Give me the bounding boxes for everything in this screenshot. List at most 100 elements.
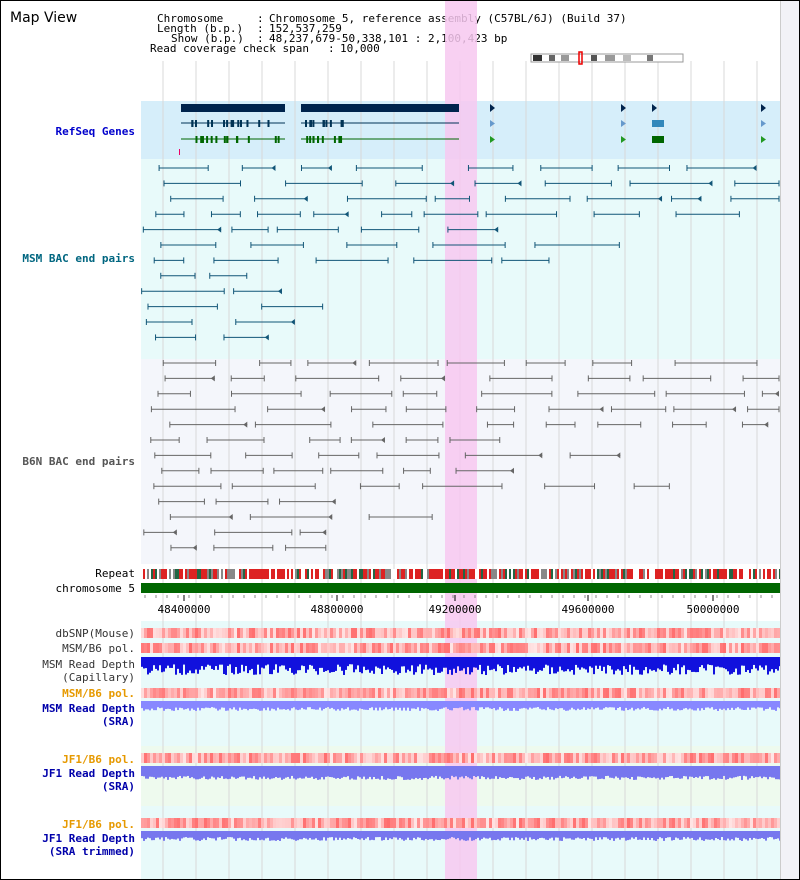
read-depth-bar [497, 701, 499, 710]
read-depth-bar [365, 701, 367, 710]
polymorphism-cell [447, 753, 450, 763]
read-depth-bar [171, 766, 173, 778]
polymorphism-cell [162, 688, 165, 698]
polymorphism-cell [438, 818, 441, 828]
track-label-b6n-bac[interactable]: B6N BAC end pairs [22, 455, 135, 468]
read-depth-bar [379, 831, 381, 838]
read-depth-bar [145, 701, 147, 710]
polymorphism-cell [723, 628, 726, 638]
polymorphism-cell [585, 688, 588, 698]
polymorphism-cell [621, 818, 624, 828]
polymorphism-cell [462, 688, 465, 698]
repeat-element [485, 569, 487, 579]
polymorphism-cell [396, 628, 399, 638]
read-depth-bar [717, 766, 719, 779]
read-depth-bar [669, 657, 671, 675]
polymorphism-cell [201, 628, 204, 638]
polymorphism-cell [255, 688, 258, 698]
read-depth-bar [199, 831, 201, 841]
polymorphism-cell [246, 753, 249, 763]
read-depth-bar [335, 831, 337, 838]
repeat-track [141, 569, 781, 593]
polymorphism-cell [315, 628, 318, 638]
ideogram-position-marker [578, 51, 583, 65]
polymorphism-cell [537, 688, 540, 698]
read-depth-bar [319, 657, 321, 668]
read-depth-bar [235, 831, 237, 841]
read-depth-bar [603, 831, 605, 838]
polymorphism-cell [186, 628, 189, 638]
polymorphism-cell [423, 688, 426, 698]
transcript-arrow [761, 120, 766, 127]
polymorphism-cell [681, 753, 684, 763]
repeat-element [745, 569, 747, 579]
read-depth-bar [267, 766, 269, 778]
polymorphism-cell [216, 753, 219, 763]
repeat-element [227, 569, 229, 579]
repeat-element [605, 569, 607, 579]
read-depth-bar [551, 701, 553, 710]
read-depth-bar [361, 657, 363, 674]
repeat-element [397, 569, 399, 579]
polymorphism-cell [588, 818, 591, 828]
read-depth-bar [281, 657, 283, 666]
polymorphism-cell [714, 628, 717, 638]
read-depth-bar [455, 831, 457, 840]
read-depth-bar [667, 831, 669, 838]
repeat-element [365, 569, 367, 579]
read-depth-bar [679, 831, 681, 840]
read-depth-bar [243, 766, 245, 777]
polymorphism-cell [642, 643, 645, 653]
repeat-element [199, 569, 201, 579]
polymorphism-cell [690, 628, 693, 638]
read-depth-bar [471, 766, 473, 780]
read-depth-bar [327, 701, 329, 708]
read-depth-bar [371, 831, 373, 840]
polymorphism-cell [624, 628, 627, 638]
polymorphism-cell [174, 818, 177, 828]
read-depth-bar [163, 657, 165, 672]
read-depth-bar [343, 831, 345, 839]
polymorphism-cell [510, 753, 513, 763]
transcript-arrow [490, 120, 495, 127]
polymorphism-cell [660, 753, 663, 763]
read-depth-bar [703, 831, 705, 841]
read-depth-bar [353, 657, 355, 673]
polymorphism-cell [684, 818, 687, 828]
repeat-element [213, 569, 215, 579]
read-depth-bar [347, 657, 349, 667]
read-depth-bar [149, 831, 151, 839]
read-depth-bar [303, 831, 305, 838]
read-depth-bar [625, 766, 627, 778]
read-depth-bar [753, 831, 755, 838]
vertical-scrollbar[interactable] [780, 1, 799, 879]
polymorphism-cell [672, 753, 675, 763]
polymorphism-cell [273, 628, 276, 638]
polymorphism-cell [729, 643, 732, 653]
track-label-msm-bac[interactable]: MSM BAC end pairs [22, 252, 135, 265]
read-depth-bar [775, 657, 777, 670]
polymorphism-cell [426, 753, 429, 763]
read-depth-bar [253, 701, 255, 709]
polymorphism-cell [321, 818, 324, 828]
repeat-element [411, 569, 413, 579]
polymorphism-cell [345, 643, 348, 653]
polymorphism-cell [723, 753, 726, 763]
read-depth-bar [323, 657, 325, 672]
polymorphism-cell [258, 753, 261, 763]
read-depth-bar [537, 766, 539, 780]
polymorphism-cell [252, 818, 255, 828]
repeat-element [761, 569, 763, 579]
polymorphism-cell [525, 643, 528, 653]
polymorphism-cell [606, 818, 609, 828]
polymorphism-cell [750, 628, 753, 638]
read-depth-bar [743, 766, 745, 776]
read-depth-bar [675, 766, 677, 778]
track-label-refseq[interactable]: RefSeq Genes [55, 125, 135, 138]
polymorphism-cell [768, 643, 771, 653]
read-depth-bar [219, 831, 221, 838]
repeat-element [633, 569, 635, 579]
repeat-element [679, 569, 681, 579]
read-depth-bar [483, 701, 485, 710]
